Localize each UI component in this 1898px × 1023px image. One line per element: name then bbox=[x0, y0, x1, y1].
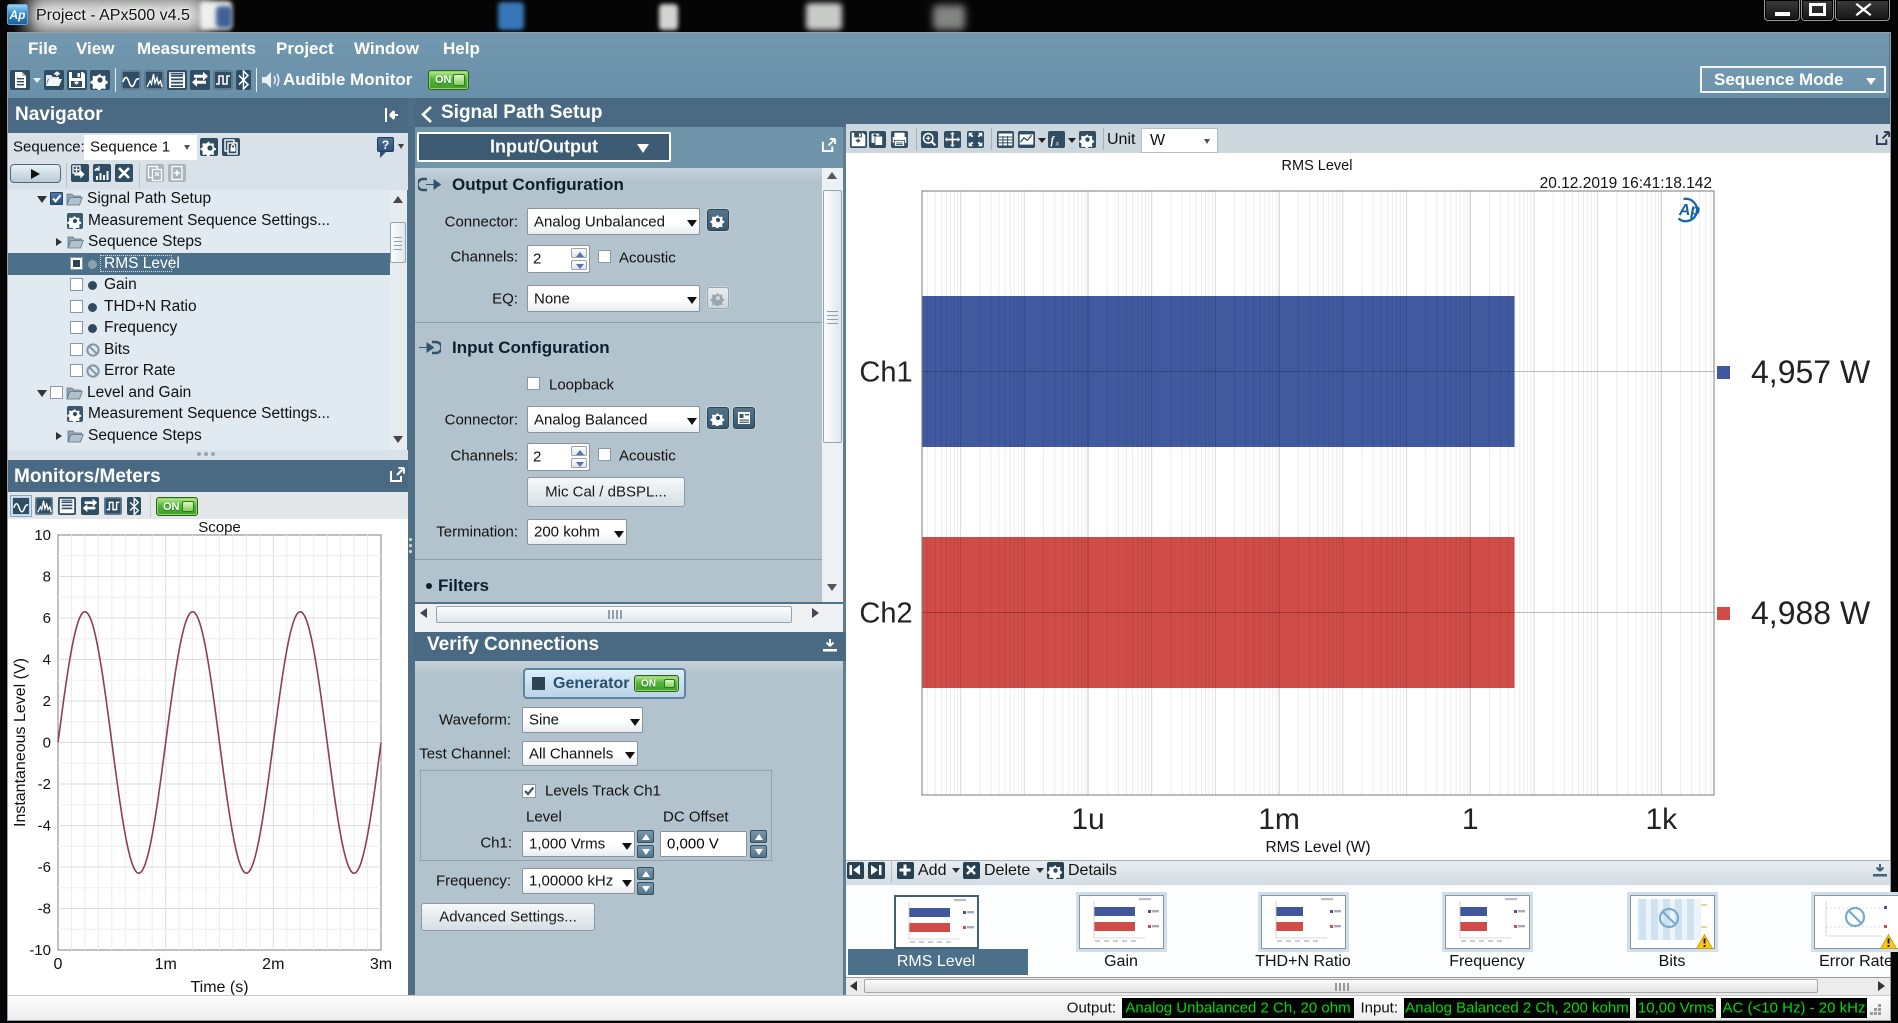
svg-text:Scope: Scope bbox=[198, 519, 241, 536]
svg-text:Ap: Ap bbox=[9, 8, 26, 22]
svg-text:-8: -8 bbox=[38, 901, 51, 918]
svg-text:-4: -4 bbox=[38, 818, 51, 835]
svg-text:1u: 1u bbox=[1071, 803, 1104, 836]
svg-text:8: 8 bbox=[43, 569, 51, 586]
svg-text:2: 2 bbox=[43, 693, 51, 710]
svg-text:0: 0 bbox=[54, 956, 63, 973]
svg-text:2m: 2m bbox=[262, 956, 284, 973]
svg-text:10: 10 bbox=[34, 527, 51, 544]
svg-text:0: 0 bbox=[43, 735, 51, 752]
svg-text:Instantaneous Level (V): Instantaneous Level (V) bbox=[12, 658, 29, 827]
svg-text:-6: -6 bbox=[38, 859, 51, 876]
svg-text:Time (s): Time (s) bbox=[190, 979, 248, 995]
svg-text:4,988 W: 4,988 W bbox=[1751, 595, 1871, 631]
svg-text:-10: -10 bbox=[29, 942, 51, 959]
svg-text:4,957 W: 4,957 W bbox=[1751, 354, 1871, 390]
svg-text:4: 4 bbox=[43, 652, 51, 669]
svg-text:1k: 1k bbox=[1645, 803, 1678, 836]
svg-text:6: 6 bbox=[43, 610, 51, 627]
svg-text:1m: 1m bbox=[1258, 803, 1300, 836]
svg-text:f: f bbox=[1051, 135, 1056, 147]
svg-text:Ch2: Ch2 bbox=[859, 598, 912, 630]
svg-text:1: 1 bbox=[1462, 803, 1479, 836]
svg-text:x: x bbox=[1055, 138, 1060, 147]
svg-text:-2: -2 bbox=[38, 776, 51, 793]
svg-text:RMS Level (W): RMS Level (W) bbox=[1265, 839, 1370, 856]
svg-text:Ap: Ap bbox=[1678, 202, 1701, 219]
svg-text:Ch1: Ch1 bbox=[859, 357, 912, 389]
svg-text:1m: 1m bbox=[155, 956, 177, 973]
svg-text:3m: 3m bbox=[370, 956, 392, 973]
